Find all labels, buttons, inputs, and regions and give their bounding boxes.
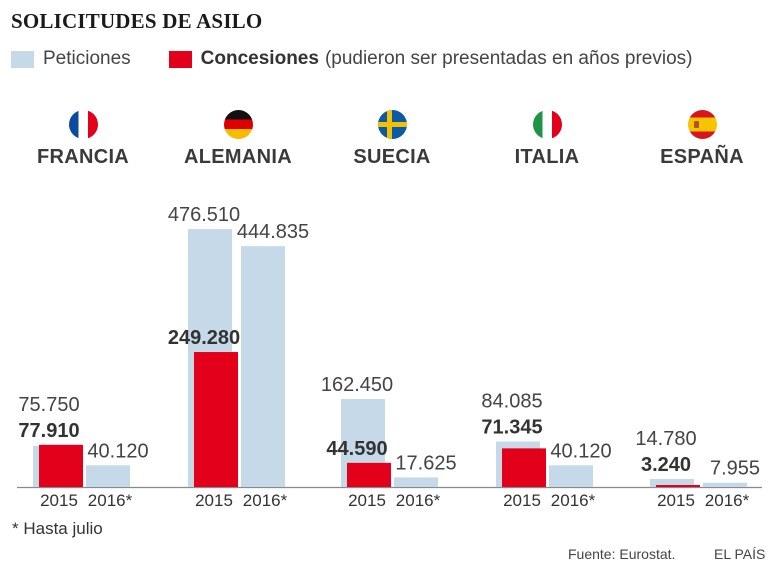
x-tick-label: 2016* (705, 491, 750, 510)
germany-flag-icon (223, 110, 253, 139)
legend-swatch-concesiones (168, 50, 192, 68)
france-flag-icon (68, 110, 98, 139)
legend-label-concesiones: Concesiones (200, 48, 319, 69)
x-tick-label: 2015 (503, 491, 541, 510)
legend-item-concesiones: Concesiones (pudieron ser presentadas en… (168, 48, 693, 70)
value-label-concesiones-2015: 71.345 (481, 416, 542, 438)
country-header-italia: ITALIA (472, 110, 622, 169)
bar-concesiones-2015 (502, 448, 546, 487)
country-header-alemania: ALEMANIA (163, 110, 313, 169)
source-credit: Fuente: Eurostat. (568, 546, 676, 562)
spain-flag-icon (687, 110, 717, 139)
value-label-peticiones-2016: 40.120 (550, 440, 611, 462)
country-name: SUECIA (353, 146, 431, 168)
value-label-peticiones-2015: 75.750 (18, 394, 79, 416)
value-label-peticiones-2016: 17.625 (395, 452, 456, 474)
value-label-concesiones-2015: 3.240 (641, 454, 691, 476)
country-header-espana: ESPAÑA (627, 110, 768, 169)
country-name: ITALIA (514, 146, 580, 168)
legend-note-concesiones: (pudieron ser presentadas en años previo… (324, 48, 693, 69)
italy-flag-icon (532, 110, 562, 139)
x-tick-label: 2015 (195, 491, 233, 510)
x-tick-label: 2016* (396, 491, 441, 510)
bar-concesiones-2015 (39, 444, 83, 487)
value-label-concesiones-2015: 77.910 (18, 420, 79, 442)
value-label-peticiones-2015: 476.510 (168, 204, 240, 226)
bar-concesiones-2015 (656, 485, 700, 487)
country-name: ESPAÑA (660, 146, 744, 168)
value-label-peticiones-2016: 40.120 (87, 440, 148, 462)
bar-peticiones-2016 (703, 482, 747, 487)
legend-swatch-peticiones (11, 50, 34, 68)
x-tick-label: 2016* (243, 491, 288, 510)
x-tick-label: 2015 (348, 491, 386, 510)
x-tick-label: 2016* (88, 491, 133, 510)
legend-label-peticiones: Peticiones (43, 48, 131, 69)
value-label-peticiones-2015: 14.780 (635, 428, 696, 450)
country-name: ALEMANIA (184, 146, 292, 168)
footnote: * Hasta julio (12, 519, 103, 538)
value-label-concesiones-2015: 44.590 (326, 438, 387, 460)
bar-peticiones-2015 (650, 478, 694, 487)
bar-concesiones-2015 (194, 352, 238, 487)
value-label-concesiones-2015: 249.280 (168, 327, 240, 349)
legend: Peticiones Concesiones (pudieron ser pre… (11, 48, 693, 70)
country-name: FRANCIA (36, 146, 130, 168)
value-label-peticiones-2015: 162.450 (321, 374, 393, 396)
x-tick-label: 2015 (40, 491, 78, 510)
x-tick-label: 2016* (551, 491, 596, 510)
brand-credit: EL PAÍS (714, 546, 766, 562)
bar-concesiones-2015 (347, 462, 391, 487)
legend-item-peticiones: Peticiones (11, 48, 131, 70)
bar-peticiones-2016 (394, 477, 438, 487)
bar-peticiones-2016 (86, 465, 130, 487)
country-header-suecia: SUECIA (317, 110, 467, 169)
bar-peticiones-2016 (241, 246, 285, 487)
country-header-francia: FRANCIA (8, 110, 158, 169)
x-tick-label: 2015 (657, 491, 695, 510)
value-label-peticiones-2016: 7.955 (710, 458, 760, 480)
bar-peticiones-2016 (549, 465, 593, 487)
chart-title: SOLICITUDES DE ASILO (11, 9, 263, 33)
sweden-flag-icon (377, 110, 407, 139)
value-label-peticiones-2016: 444.835 (237, 221, 309, 243)
value-label-peticiones-2015: 84.085 (481, 390, 542, 412)
